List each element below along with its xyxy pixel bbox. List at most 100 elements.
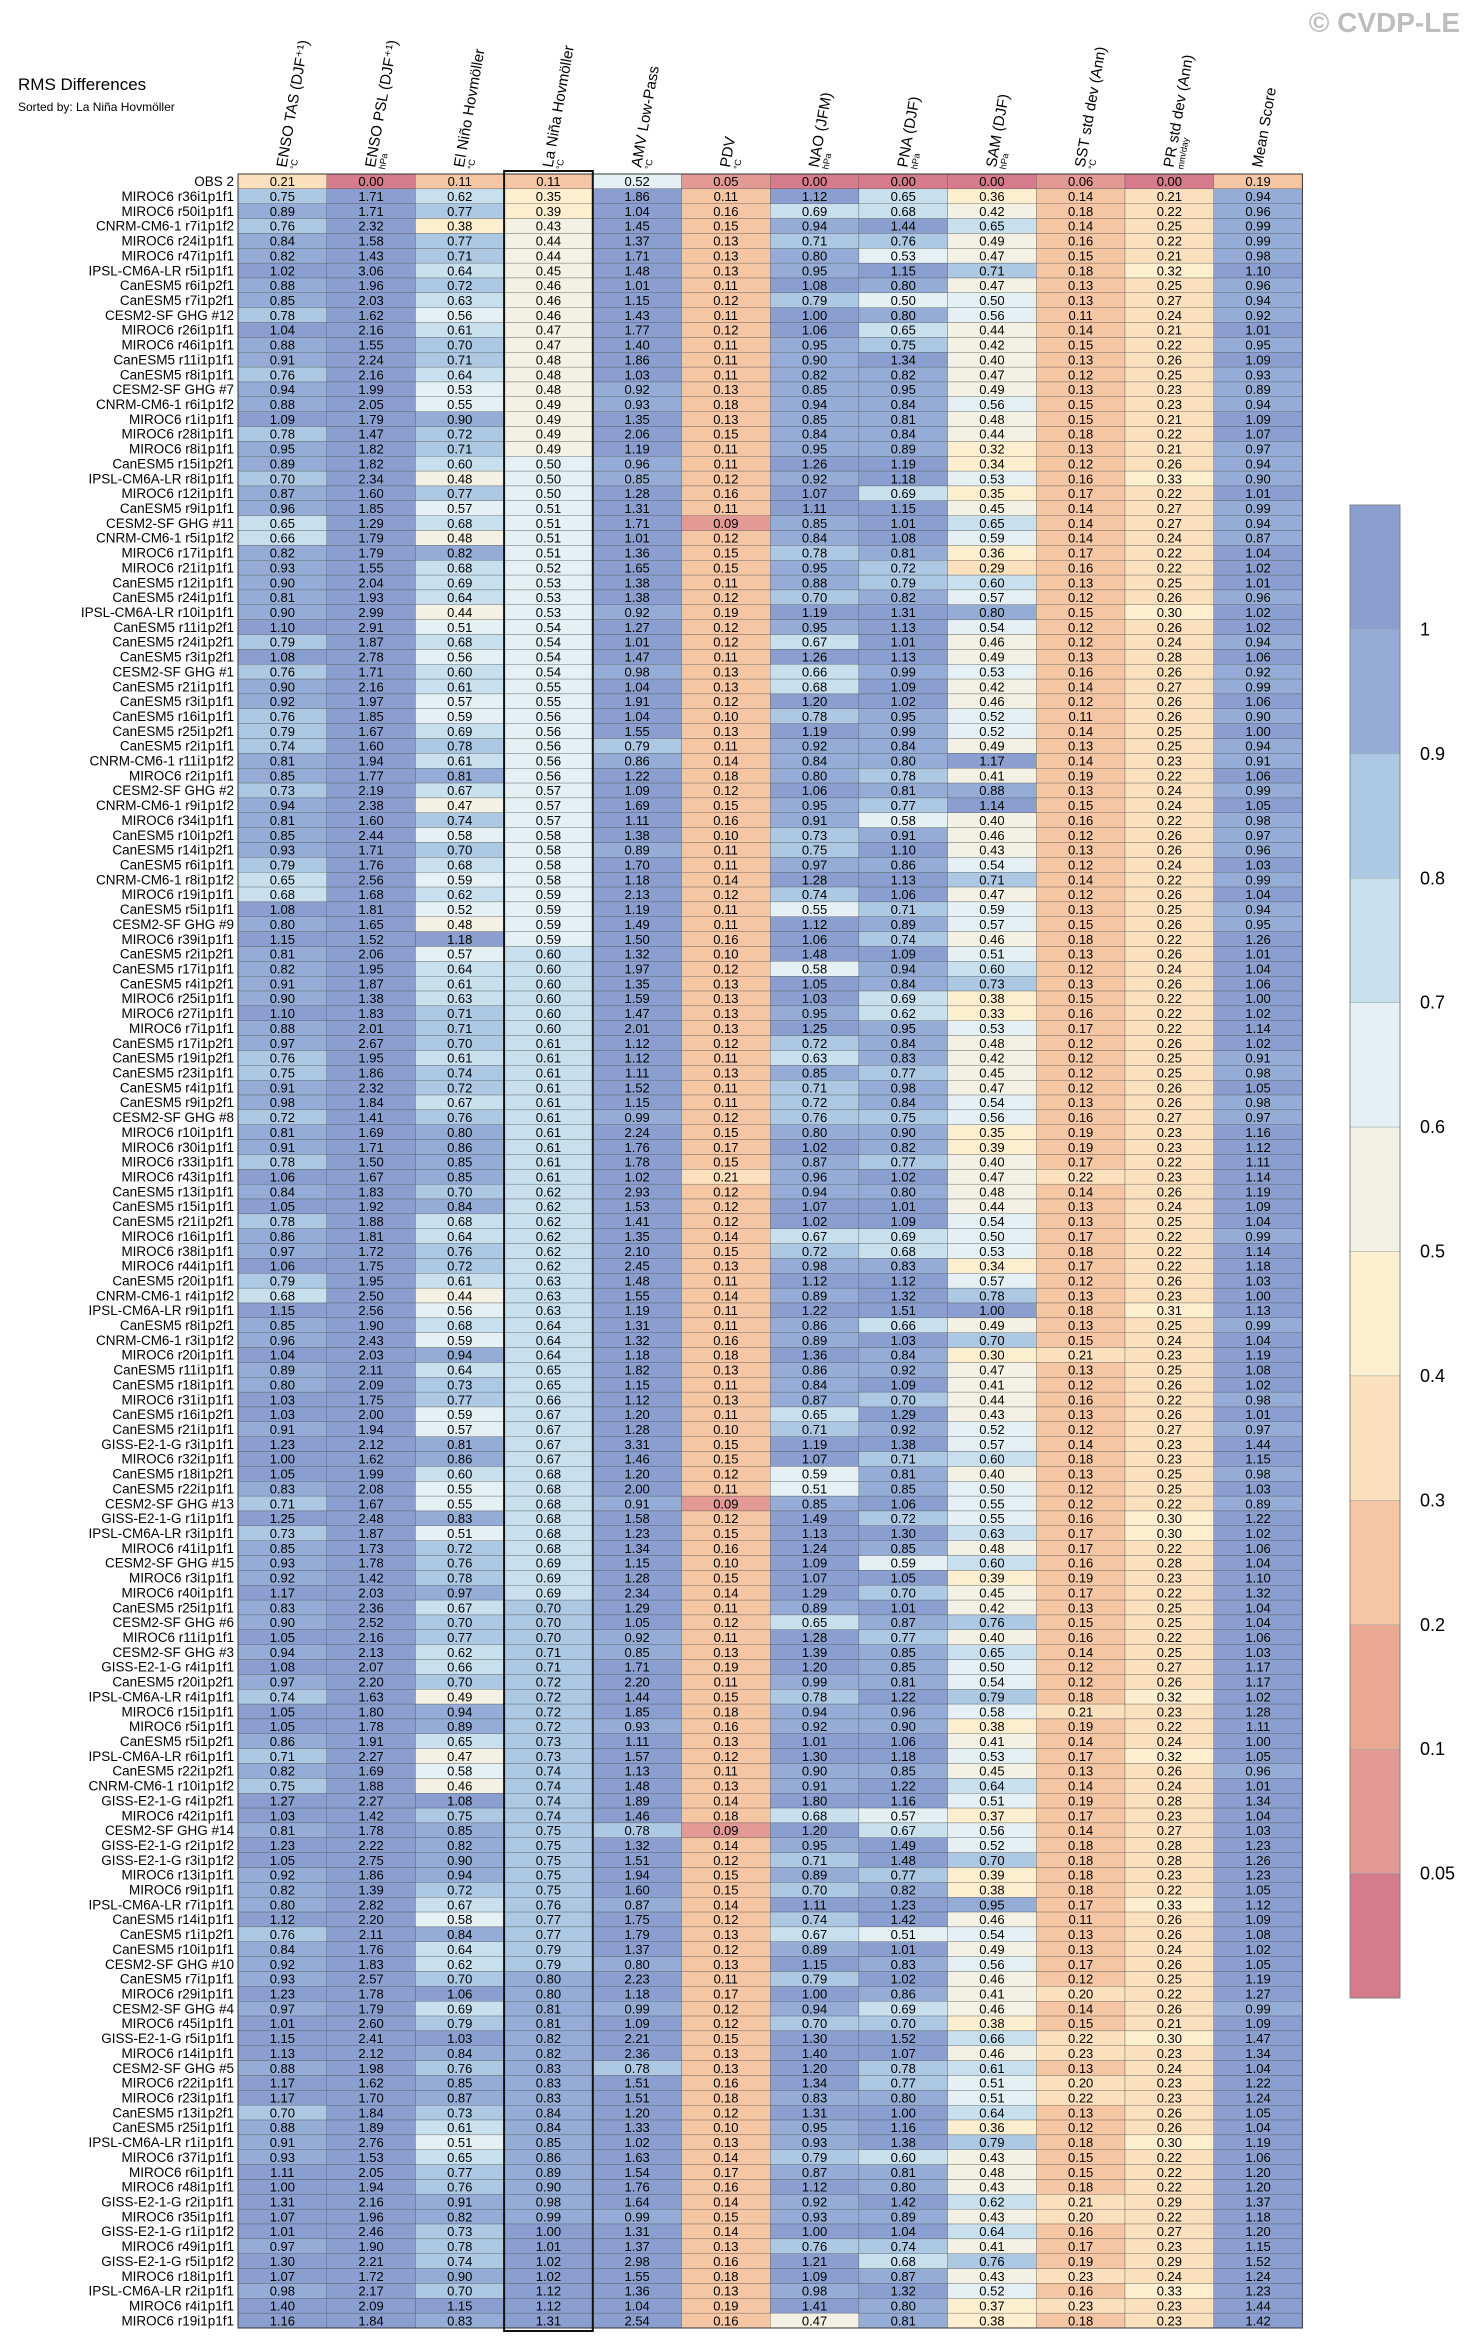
cell-value: 1.28 <box>624 486 649 501</box>
cell-value: 0.56 <box>979 397 1004 412</box>
cell-value: 0.72 <box>447 278 472 293</box>
cell-value: 1.55 <box>624 1288 649 1303</box>
cell-value: 0.97 <box>1245 1422 1270 1437</box>
cell-value: 0.41 <box>979 2239 1004 2254</box>
cell-value: 1.30 <box>802 2031 827 2046</box>
cell-value: 1.06 <box>270 1169 295 1184</box>
cell-value: 1.17 <box>1245 1675 1270 1690</box>
cell-value: 0.82 <box>802 367 827 382</box>
cell-value: 1.87 <box>358 1526 383 1541</box>
cell-value: 0.75 <box>270 1779 295 1794</box>
cell-value: 1.76 <box>358 858 383 873</box>
cell-value: 0.60 <box>447 1467 472 1482</box>
cell-value: 2.56 <box>358 872 383 887</box>
cell-value: 1.48 <box>891 1853 916 1868</box>
cell-value: 0.11 <box>714 843 738 858</box>
cell-value: 1.04 <box>624 204 649 219</box>
cell-value: 0.54 <box>979 1095 1004 1110</box>
cell-value: 0.12 <box>713 1214 738 1229</box>
row-label: CanESM5 r5i1p2f1 <box>120 1734 234 1749</box>
cell-value: 0.25 <box>1157 1318 1182 1333</box>
cell-value: 0.35 <box>979 486 1004 501</box>
cell-value: 0.21 <box>713 1169 738 1184</box>
cell-value: 0.32 <box>1157 1689 1182 1704</box>
cell-value: 1.28 <box>802 1630 827 1645</box>
cell-value: 0.13 <box>1068 650 1093 665</box>
cell-value: 0.57 <box>536 798 561 813</box>
cell-value: 0.96 <box>1245 590 1270 605</box>
cell-value: 0.72 <box>536 1675 561 1690</box>
cell-value: 0.44 <box>447 1288 472 1303</box>
cell-value: 0.63 <box>447 991 472 1006</box>
cell-value: 0.16 <box>1068 2284 1093 2299</box>
cell-value: 0.71 <box>891 902 916 917</box>
row-label: MIROC6 r29i1p1f1 <box>121 1987 234 2002</box>
cell-value: 1.07 <box>802 1199 827 1214</box>
cell-value: 0.92 <box>802 471 827 486</box>
cell-value: 0.32 <box>1157 1749 1182 1764</box>
row-label: CanESM5 r17i1p2f1 <box>112 1036 234 1051</box>
cell-value: 1.01 <box>624 635 649 650</box>
cell-value: 1.07 <box>891 2046 916 2061</box>
cell-value: 0.51 <box>536 531 561 546</box>
cell-value: 2.16 <box>358 367 383 382</box>
cell-value: 2.10 <box>624 1244 649 1259</box>
cell-value: 0.71 <box>536 1660 561 1675</box>
cell-value: 0.46 <box>979 1972 1004 1987</box>
cell-value: 0.12 <box>1068 590 1093 605</box>
cell-value: 0.19 <box>1068 768 1093 783</box>
cell-value: 0.22 <box>1157 2150 1182 2165</box>
cell-value: 0.12 <box>1068 456 1093 471</box>
cell-value: 0.59 <box>447 709 472 724</box>
cell-value: 1.07 <box>270 2209 295 2224</box>
cell-value: 1.02 <box>1245 620 1270 635</box>
chart-title: RMS Differences <box>18 75 146 94</box>
cell-value: 0.14 <box>1068 1779 1093 1794</box>
cell-value: 0.53 <box>536 590 561 605</box>
cell-value: 1.72 <box>358 2269 383 2284</box>
cell-value: 0.26 <box>1157 352 1182 367</box>
cell-value: 1.00 <box>891 2105 916 2120</box>
cell-value: 0.11 <box>714 352 738 367</box>
cell-value: 0.14 <box>713 1793 738 1808</box>
cell-value: 0.33 <box>979 1006 1004 1021</box>
cell-value: 1.14 <box>1245 1021 1270 1036</box>
cell-value: 1.32 <box>624 947 649 962</box>
cell-value: 1.00 <box>1245 991 1270 1006</box>
cell-value: 1.42 <box>891 2194 916 2209</box>
cell-value: 1.95 <box>358 962 383 977</box>
cell-value: 1.05 <box>270 1199 295 1214</box>
cell-value: 0.63 <box>536 1273 561 1288</box>
cell-value: 0.14 <box>713 2194 738 2209</box>
cell-value: 1.19 <box>624 1303 649 1318</box>
cell-value: 1.44 <box>624 1689 649 1704</box>
cell-value: 0.65 <box>891 323 916 338</box>
row-label: MIROC6 r5i1p1f1 <box>129 1719 234 1734</box>
cell-value: 1.37 <box>1245 2194 1270 2209</box>
cell-value: 1.29 <box>624 1600 649 1615</box>
row-label: MIROC6 r31i1p1f1 <box>121 1392 234 1407</box>
cell-value: 0.27 <box>1157 1823 1182 1838</box>
cell-value: 1.71 <box>624 1660 649 1675</box>
cell-value: 0.15 <box>713 219 738 234</box>
cell-value: 1.20 <box>1245 2180 1270 2195</box>
cell-value: 1.41 <box>802 2298 827 2313</box>
cell-value: 1.65 <box>624 560 649 575</box>
cell-value: 0.81 <box>447 768 472 783</box>
row-label: MIROC6 r33i1p1f1 <box>121 1155 234 1170</box>
row-label: CanESM5 r11i1p1f1 <box>113 352 234 367</box>
row-label: MIROC6 r39i1p1f1 <box>121 932 234 947</box>
row-label: GISS-E2-1-G r4i1p2f1 <box>101 1793 234 1808</box>
cell-value: 1.06 <box>1245 976 1270 991</box>
row-label: MIROC6 r12i1p1f1 <box>121 486 234 501</box>
row-label: CESM2-SF GHG #8 <box>112 1110 234 1125</box>
cell-value: 0.69 <box>536 1585 561 1600</box>
cell-value: 1.25 <box>802 1021 827 1036</box>
row-label: MIROC6 r7i1p1f1 <box>129 1021 234 1036</box>
row-label: CanESM5 r22i1p2f1 <box>112 1764 234 1779</box>
cell-value: 0.96 <box>1245 1764 1270 1779</box>
cell-value: 0.68 <box>536 1526 561 1541</box>
cell-value: 0.77 <box>447 1630 472 1645</box>
cell-value: 1.71 <box>624 516 649 531</box>
row-label: MIROC6 r17i1p1f1 <box>121 546 234 561</box>
